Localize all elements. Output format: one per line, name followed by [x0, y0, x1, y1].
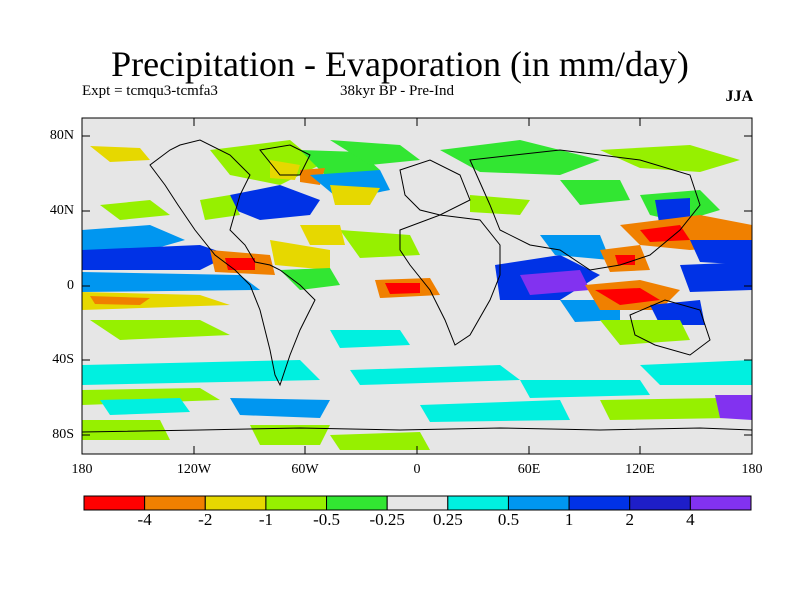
field-blob: [82, 360, 320, 385]
colorbar-swatch: [386, 495, 449, 511]
axis-ticks: [81, 118, 753, 454]
antarctica-coast: [82, 427, 752, 433]
colorbar-tick-label: 2: [625, 510, 634, 529]
colorbar-swatch: [507, 495, 570, 511]
lon-tick-label: 180: [71, 462, 93, 477]
colorbar-tick-label: 4: [686, 510, 695, 529]
asia-coast: [469, 149, 701, 271]
field-blob: [330, 140, 420, 165]
lon-tick-label: 60W: [291, 462, 319, 477]
lat-tick-label: 80N: [49, 128, 74, 143]
field-blob: [280, 268, 340, 290]
field-blob: [300, 225, 345, 245]
field-layer: [82, 118, 752, 454]
field-blob: [90, 296, 150, 305]
field-blob: [640, 225, 690, 242]
field-blob: [225, 258, 255, 270]
field-blob: [600, 145, 740, 172]
field-blob: [200, 195, 240, 220]
africa-coast: [399, 214, 501, 346]
australia-coast: [629, 299, 711, 356]
colorbar-tick-label: -0.5: [313, 510, 340, 529]
field-blob: [440, 140, 600, 175]
experiment-label: Expt = tcmqu3-tcmfa3: [82, 83, 218, 99]
field-blob: [520, 270, 590, 295]
lat-tick-label: 80S: [52, 427, 74, 442]
americas-coast: [149, 139, 316, 387]
colorbar-swatch: [568, 495, 631, 511]
field-blob: [560, 180, 630, 205]
field-blob: [690, 240, 752, 265]
field-blob: [715, 395, 752, 420]
field-blob: [90, 320, 230, 340]
colorbar-swatch: [629, 495, 691, 511]
colorbar-swatch: [326, 495, 388, 511]
field-blob: [250, 425, 330, 445]
field-blob: [100, 200, 170, 220]
field-blob: [615, 255, 635, 265]
field-blob: [230, 398, 330, 418]
lon-tick-label: 120E: [625, 462, 655, 477]
field-blob: [330, 330, 410, 348]
lat-tick-label: 40S: [52, 352, 74, 367]
colorbar-tick-label: 1: [564, 510, 574, 529]
season-label: JJA: [725, 88, 753, 105]
field-blob: [350, 365, 520, 385]
field-blob: [82, 225, 185, 250]
map-title: Precipitation - Evaporation (in mm/day): [111, 44, 689, 84]
field-blob: [600, 398, 730, 420]
colorbar: [83, 495, 752, 511]
field-blob: [82, 420, 170, 440]
lon-tick-label: 0: [413, 462, 421, 477]
colorbar-swatch: [204, 495, 267, 511]
field-blob: [82, 272, 260, 292]
lat-tick-label: 40N: [49, 203, 74, 218]
field-blob: [385, 283, 420, 294]
field-blob: [100, 398, 190, 415]
colorbar-tick-label: -2: [198, 510, 213, 529]
colorbar-swatch: [144, 495, 206, 511]
lon-tick-label: 60E: [517, 462, 541, 477]
greenland-coast: [259, 144, 311, 176]
field-blob: [270, 240, 330, 270]
colorbar-tick-label: 0.5: [497, 510, 520, 529]
field-blob: [680, 262, 752, 292]
colorbar-tick-label: 0.25: [432, 510, 463, 529]
colorbar-swatch: [83, 495, 146, 511]
field-blob: [600, 320, 690, 345]
lon-tick-label: 120W: [176, 462, 212, 477]
colorbar-tick-label: -0.25: [369, 510, 405, 529]
field-blob: [540, 235, 610, 260]
colorbar-tick-label: -4: [137, 510, 152, 529]
field-blob: [82, 292, 230, 310]
colorbar-swatch: [689, 495, 752, 511]
field-blob: [420, 400, 570, 422]
field-blob: [650, 300, 705, 325]
field-blob: [520, 380, 650, 398]
field-blob: [470, 195, 530, 215]
europe-coast: [399, 159, 471, 216]
field-blob: [230, 185, 320, 220]
field-blob: [90, 146, 150, 162]
colorbar-tick-label: -1: [258, 510, 273, 529]
field-blob: [640, 360, 752, 385]
field-blob: [330, 432, 430, 450]
field-blob: [82, 245, 230, 270]
colorbar-swatch: [265, 495, 328, 511]
field-blob: [330, 185, 380, 205]
colorbar-swatch: [447, 495, 509, 511]
coastlines: [82, 139, 752, 433]
period-label: 38kyr BP - Pre-Ind: [340, 83, 455, 99]
field-blob: [595, 288, 660, 305]
lat-tick-label: 0: [67, 278, 74, 293]
lon-tick-label: 180: [741, 462, 763, 477]
